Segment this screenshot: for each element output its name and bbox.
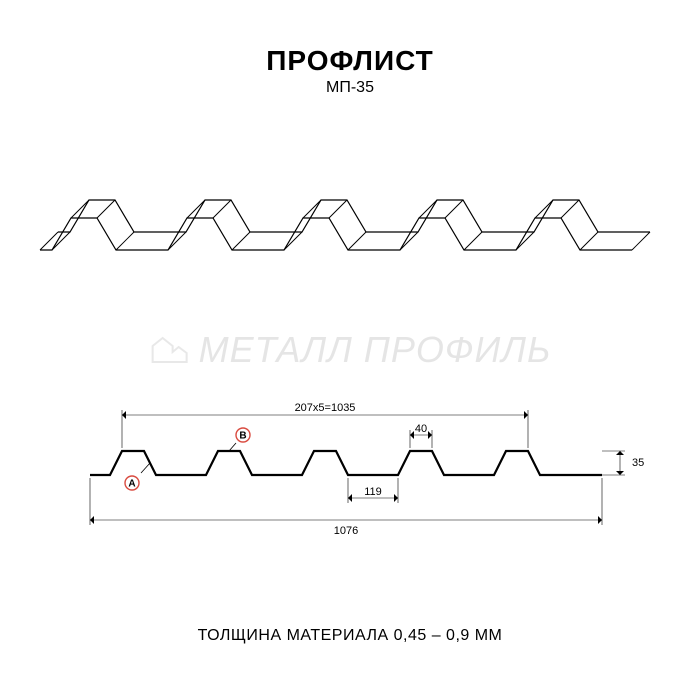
svg-text:40: 40 — [415, 423, 427, 435]
product-model: МП-35 — [0, 79, 700, 97]
technical-cross-section-diagram: 207x5=1035 1076 119 40 35 A B — [50, 380, 650, 550]
svg-text:A: A — [128, 479, 135, 490]
watermark: МЕТАЛЛ ПРОФИЛЬ — [149, 329, 552, 371]
product-title: ПРОФЛИСТ — [0, 45, 700, 77]
svg-text:35: 35 — [632, 457, 644, 469]
svg-text:119: 119 — [364, 486, 382, 498]
material-thickness-note: ТОЛЩИНА МАТЕРИАЛА 0,45 – 0,9 ММ — [0, 627, 700, 645]
watermark-logo-icon — [149, 330, 189, 370]
svg-text:1076: 1076 — [334, 525, 358, 537]
svg-text:207x5=1035: 207x5=1035 — [295, 402, 356, 414]
title-block: ПРОФЛИСТ МП-35 — [0, 0, 700, 97]
watermark-text: МЕТАЛЛ ПРОФИЛЬ — [199, 329, 552, 371]
svg-text:B: B — [239, 431, 246, 442]
isometric-profile-diagram — [30, 170, 670, 280]
